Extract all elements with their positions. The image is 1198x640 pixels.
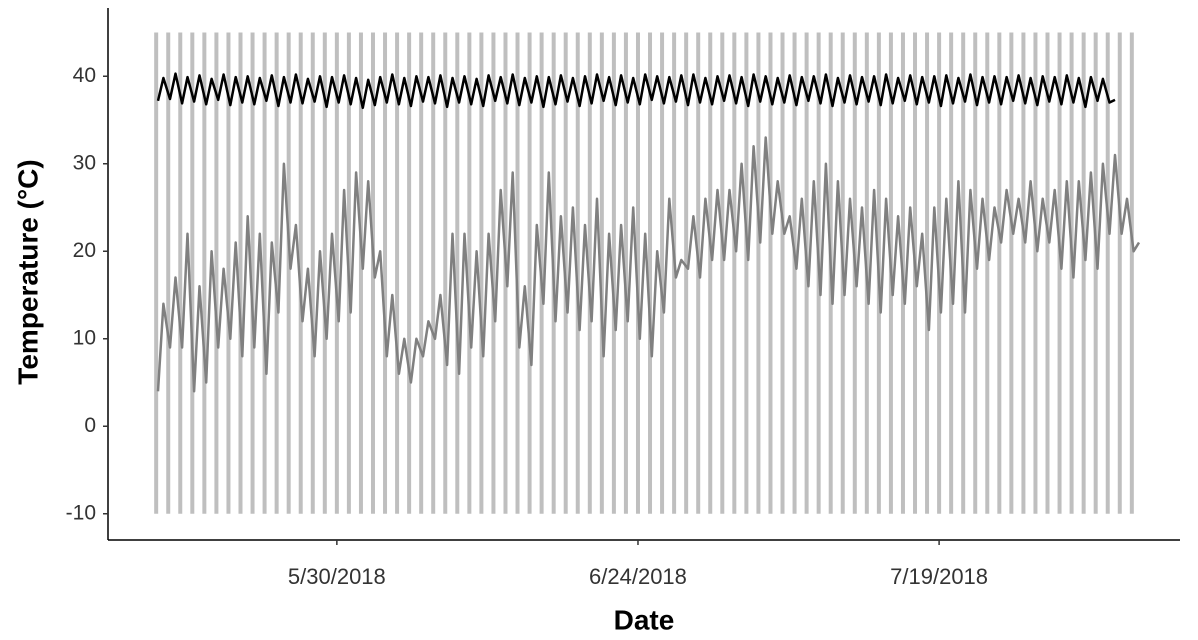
y-tick-label: 10 bbox=[73, 326, 96, 349]
y-tick-label: -10 bbox=[66, 501, 96, 524]
x-tick-label: 7/19/2018 bbox=[890, 564, 988, 589]
y-tick-label: 30 bbox=[73, 151, 96, 174]
x-tick-label: 5/30/2018 bbox=[288, 564, 386, 589]
temperature-line bbox=[156, 136, 1141, 393]
x-axis-title: Date bbox=[614, 604, 675, 635]
temperature-line bbox=[156, 72, 1116, 110]
y-axis-title: Temperature (°C) bbox=[12, 159, 43, 384]
y-tick-label: 40 bbox=[73, 64, 96, 87]
y-tick-label: 20 bbox=[73, 239, 96, 262]
y-tick-label: 0 bbox=[84, 414, 96, 437]
x-tick-label: 6/24/2018 bbox=[589, 564, 687, 589]
